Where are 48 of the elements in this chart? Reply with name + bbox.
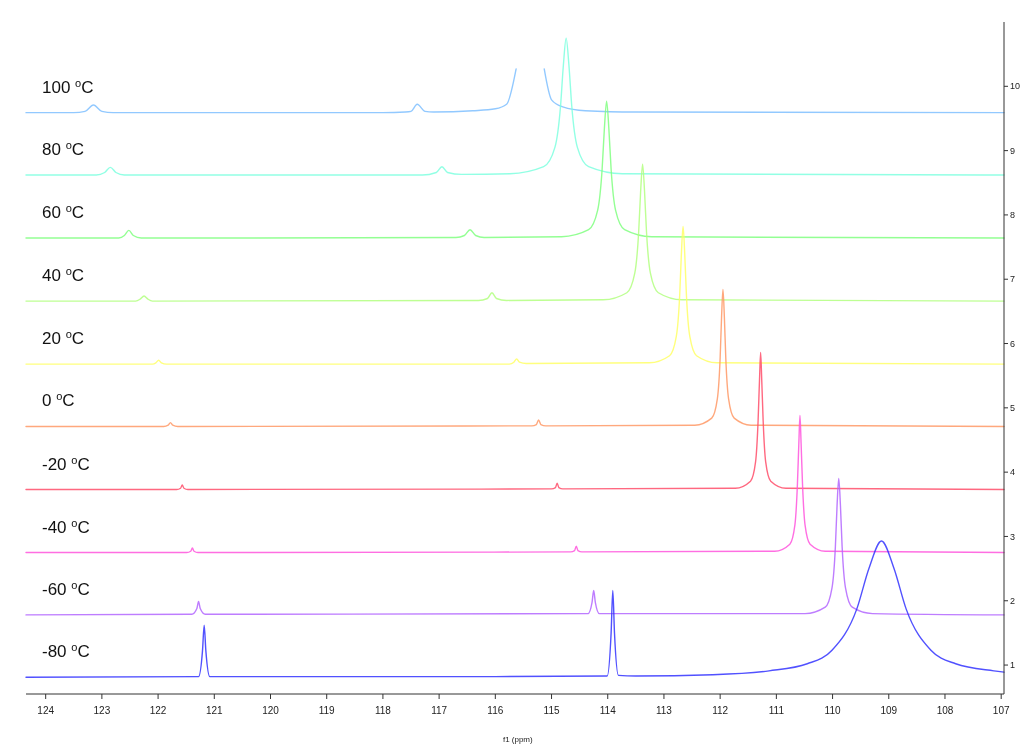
x-axis-title: f1 (ppm) [502, 735, 534, 744]
line-series [25, 540, 1005, 678]
x-tick-label: 115 [543, 705, 560, 716]
y-tick-label: 5 [1010, 402, 1016, 413]
x-tick-label: 124 [37, 705, 55, 716]
series-label: 80 $^{o}$C [42, 139, 85, 160]
line-series [25, 100, 1005, 239]
x-tick-label: 113 [655, 705, 673, 716]
y-tick-label: 8 [1010, 210, 1016, 221]
x-tick-label: 117 [431, 705, 448, 716]
line-series [25, 351, 1005, 491]
y-tick-label: 7 [1010, 274, 1016, 285]
x-tick-label: 111 [768, 705, 785, 716]
y-tick-label: 1 [1010, 660, 1016, 671]
x-tick-label: 122 [149, 705, 167, 716]
series-label: -20 $^{o}$C [42, 453, 90, 474]
x-tick-label: 114 [599, 705, 617, 716]
x-tick-label: 107 [992, 705, 1010, 716]
series-label: 0 $^{o}$C [42, 390, 75, 411]
y-tick-label: 3 [1010, 531, 1016, 542]
line-series [25, 288, 1005, 428]
x-tick-label: 121 [205, 705, 224, 716]
y-tick-label: 6 [1010, 338, 1016, 349]
x-tick-label: 109 [880, 705, 898, 716]
x-tick-label: 112 [712, 705, 729, 716]
x-tick-label: 120 [262, 705, 280, 716]
series-label: -80 $^{o}$C [42, 641, 90, 662]
line-series [25, 225, 1005, 365]
series-label: 20 $^{o}$C [42, 328, 85, 349]
line-series [25, 37, 1005, 176]
x-tick-label: 110 [824, 705, 841, 716]
y-tick-label: 9 [1010, 145, 1016, 156]
series-label: 60 $^{o}$C [42, 202, 85, 223]
x-tick-label: 119 [318, 705, 336, 716]
series-label: 40 $^{o}$C [42, 265, 85, 286]
x-tick-label: 116 [487, 705, 504, 716]
y-tick-label: 4 [1010, 467, 1016, 478]
line-series [25, 163, 1005, 302]
x-tick-label: 108 [936, 705, 954, 716]
y-tick-label: 10 [1010, 81, 1021, 92]
x-tick-label: 123 [93, 705, 111, 716]
line-series [25, 414, 1005, 554]
series-label: -40 $^{o}$C [42, 516, 90, 537]
y-tick-label: 2 [1010, 595, 1016, 606]
series-label: 100 $^{o}$C [42, 76, 94, 97]
series-label: -60 $^{o}$C [42, 578, 90, 599]
x-tick-label: 118 [374, 705, 392, 716]
line-series [25, 477, 1005, 616]
